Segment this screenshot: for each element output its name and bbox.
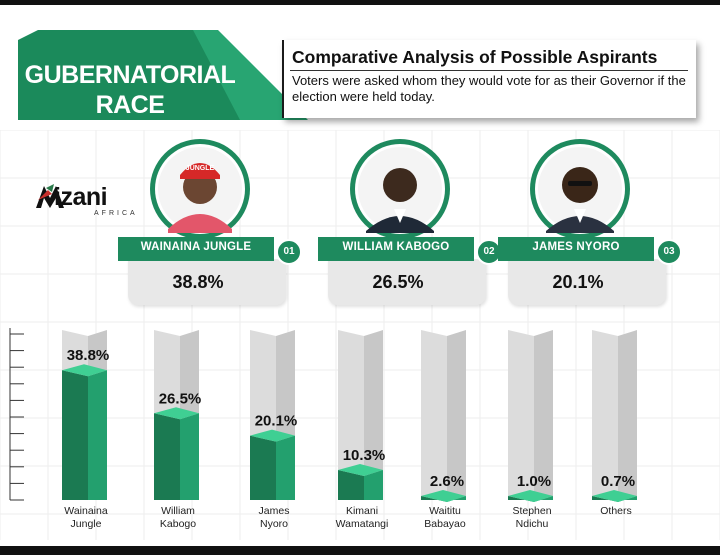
mizani-logo-icon <box>36 184 64 208</box>
card-panel <box>128 259 286 305</box>
bar-top <box>338 463 383 476</box>
card-panel <box>508 259 666 305</box>
x-tick-label: Kabogo <box>160 518 196 530</box>
x-tick-label: Jungle <box>71 518 102 530</box>
avatar: JUNGLE <box>150 139 250 239</box>
bar-ghost-front <box>338 330 364 500</box>
card-name-bar <box>498 237 654 261</box>
bar-top <box>62 364 107 377</box>
bar-ghost-front <box>592 330 618 500</box>
card-name-bar <box>118 237 274 261</box>
card-name: WAINAINA JUNGLE <box>140 241 252 253</box>
card-name-bar <box>318 237 474 261</box>
bar-ghost-side <box>364 330 383 500</box>
x-tick-label: Others <box>600 505 632 517</box>
avatar <box>530 139 630 239</box>
bar-top <box>508 490 553 502</box>
bar-top <box>250 429 295 442</box>
banner-title-line1: GUBERNATORIAL <box>24 61 236 89</box>
bar-ghost-front <box>421 330 447 500</box>
bar-data-label: 1.0% <box>517 473 551 490</box>
bar-front <box>154 413 180 500</box>
card-number: 01 <box>276 239 302 265</box>
card-number: 03 <box>656 239 682 265</box>
banner-shape <box>18 30 308 120</box>
logo-tagline: AFRICA <box>94 210 138 217</box>
card-panel <box>328 259 486 305</box>
banner-title-line2: RACE <box>95 91 165 119</box>
x-tick-label: Wainaina <box>64 505 108 517</box>
card-percent: 26.5% <box>372 272 424 292</box>
x-tick-label: Kimani <box>346 505 378 517</box>
bar-ghost-side <box>618 330 637 500</box>
candidate-card-3: 20.1% JAMES NYORO 03 <box>498 137 682 307</box>
bar-data-label: 0.7% <box>601 473 635 490</box>
candidate-card-1: 38.8% JUNGLE WAINAINA JUNGLE 01 <box>118 137 302 307</box>
x-tick-label: Stephen <box>512 505 551 517</box>
card-name: WILLIAM KABOGO <box>342 241 450 253</box>
card-percent: 20.1% <box>552 272 604 292</box>
bar-data-label: 2.6% <box>430 473 464 490</box>
analysis-subtitle: Voters were asked whom they would vote f… <box>292 73 686 104</box>
bar-ghost-front <box>508 330 534 500</box>
bar-top <box>592 490 637 502</box>
bar-data-label: 26.5% <box>159 390 202 407</box>
analysis-title: Comparative Analysis of Possible Aspiran… <box>292 47 658 67</box>
bottom-frame <box>0 546 720 555</box>
bar-side <box>364 469 383 500</box>
bar-data-label: 38.8% <box>67 347 110 364</box>
candidate-card-2: 26.5% WILLIAM KABOGO 02 <box>318 137 502 307</box>
card-name: JAMES NYORO <box>532 241 620 253</box>
bar-top <box>421 490 466 502</box>
bar-data-label: 20.1% <box>255 413 298 430</box>
x-tick-label: Ndichu <box>516 518 549 530</box>
analysis-divider <box>290 70 688 71</box>
top-frame <box>0 0 720 5</box>
bar-side <box>276 435 295 500</box>
x-tick-label: Nyoro <box>260 518 288 530</box>
x-tick-label: William <box>161 505 195 517</box>
bar-front <box>338 469 364 500</box>
logo-word: izani <box>54 183 108 211</box>
x-tick-label: Waititu <box>429 505 461 517</box>
x-tick-label: Babayao <box>424 518 466 530</box>
avatar <box>350 139 450 239</box>
x-tick-label: James <box>259 505 290 517</box>
card-percent: 38.8% <box>172 272 224 292</box>
banner-title: GUBERNATORIAL RACE <box>24 60 236 120</box>
analysis-box: Comparative Analysis of Possible Aspiran… <box>282 40 696 118</box>
bar-side <box>180 413 199 500</box>
cap-text: JUNGLE <box>186 165 215 172</box>
x-tick-label: Wamatangi <box>336 518 389 530</box>
bar-front <box>62 370 88 500</box>
bar-side <box>88 370 107 500</box>
bar-data-label: 10.3% <box>343 447 386 464</box>
bar-top <box>154 407 199 420</box>
bar-ghost-side <box>447 330 466 500</box>
bar-ghost-side <box>534 330 553 500</box>
bar-front <box>250 435 276 500</box>
